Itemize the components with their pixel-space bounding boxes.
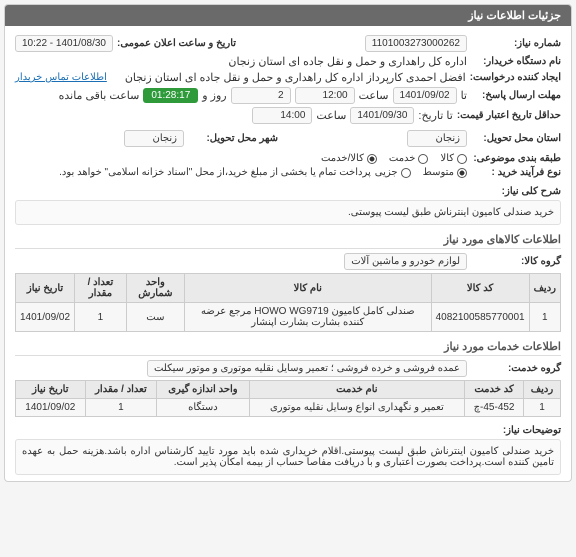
radio-goods[interactable]: [457, 154, 467, 164]
th-qty: تعداد / مقدار: [75, 274, 127, 303]
delivery-city: زنجان: [124, 130, 184, 147]
niaz-no: 1101003273000262: [365, 35, 467, 52]
send-deadline-label: مهلت ارسال پاسخ:: [471, 90, 561, 101]
announce-date: 1401/08/30 - 10:22: [15, 35, 113, 52]
service-table: ردیف کد خدمت نام خدمت واحد اندازه گیری ت…: [15, 380, 561, 417]
subject-cat-label: طبقه بندی موضوعی:: [471, 153, 561, 164]
buyer-org-label: نام دستگاه خریدار:: [471, 56, 561, 67]
radio-small[interactable]: [401, 168, 411, 178]
delivery-city-label: شهر محل تحویل:: [188, 133, 278, 144]
table-row: 1 4082100585770001 صندلی کامل کامیون HOW…: [16, 303, 561, 332]
send-deadline-time: 12:00: [295, 87, 355, 104]
creator-label: ایجاد کننده درخواست:: [470, 72, 561, 83]
buyer-org: اداره کل راهداری و حمل و نقل جاده ای است…: [228, 55, 467, 68]
th-code: کد کالا: [431, 274, 529, 303]
delivery-prov: زنجان: [407, 130, 467, 147]
th-row: ردیف: [529, 274, 560, 303]
days-left: 2: [231, 87, 291, 104]
sth-date: تاریخ نیاز: [16, 381, 86, 399]
card-body: شماره نیاز: 1101003273000262 تاریخ و ساع…: [5, 26, 571, 481]
sth-qty: تعداد / مقدار: [85, 381, 157, 399]
th-date: تاریخ نیاز: [16, 274, 75, 303]
goods-group-label: گروه کالا:: [471, 256, 561, 267]
announce-date-label: تاریخ و ساعت اعلان عمومی:: [117, 38, 236, 49]
radio-service[interactable]: [418, 154, 428, 164]
subject-cat-group: کالا خدمت کالا/خدمت: [321, 153, 467, 164]
table-row: 1 45-452-چ تعمیر و نگهداری انواع وسایل ن…: [16, 399, 561, 417]
service-group: عمده فروشی و خرده فروشی ؛ تعمیر وسایل نق…: [147, 360, 467, 377]
card-title: جزئیات اطلاعات نیاز: [5, 5, 571, 26]
days-left-label: روز و: [202, 89, 226, 102]
summary-text: خرید صندلی کامیون اینترناش طبق لیست پیوس…: [15, 200, 561, 225]
notes-text: خرید صندلی کامیون اینترناش طبق لیست پیوس…: [15, 439, 561, 475]
valid-from-label: حداقل تاریخ اعتبار قیمت:: [457, 110, 561, 121]
valid-from-date: 1401/09/30: [350, 107, 414, 124]
valid-from-time: 14:00: [252, 107, 312, 124]
remain-time: 01:28:17: [143, 88, 198, 103]
valid-time-label: ساعت: [316, 109, 346, 122]
summary-label: شرح کلی نیاز:: [471, 186, 561, 197]
time-label: ساعت: [359, 89, 389, 102]
valid-till-text: تا تاریخ:: [418, 109, 452, 122]
goods-info-title: اطلاعات کالاهای مورد نیاز: [15, 233, 561, 249]
niaz-no-label: شماره نیاز:: [471, 38, 561, 49]
radio-goods-service[interactable]: [367, 154, 377, 164]
buy-type-label: نوع فرآیند خرید :: [471, 167, 561, 178]
sth-row: ردیف: [523, 381, 560, 399]
delivery-prov-label: استان محل تحویل:: [471, 133, 561, 144]
sth-name: نام خدمت: [249, 381, 464, 399]
details-card: جزئیات اطلاعات نیاز شماره نیاز: 11010032…: [4, 4, 572, 482]
send-deadline-date: 1401/09/02: [393, 87, 457, 104]
remain-label: ساعت باقی مانده: [59, 89, 140, 102]
th-unit: واحد شمارش: [126, 274, 184, 303]
till-text: تا: [461, 89, 467, 102]
th-name: نام کالا: [184, 274, 431, 303]
buy-note: پرداخت تمام یا بخشی از مبلغ خرید،از محل …: [59, 167, 371, 178]
sth-code: کد خدمت: [465, 381, 524, 399]
creator: افضل احمدی کارپرداز اداره کل راهداری و ح…: [125, 71, 466, 84]
goods-group: لوازم خودرو و ماشین آلات: [344, 253, 467, 270]
notes-label: توضیحات نیاز:: [471, 425, 561, 436]
goods-table: ردیف کد کالا نام کالا واحد شمارش تعداد /…: [15, 273, 561, 332]
sth-unit: واحد اندازه گیری: [157, 381, 249, 399]
radio-mid[interactable]: [457, 168, 467, 178]
buy-type-group: متوسط جزیی: [375, 167, 467, 178]
contact-link[interactable]: اطلاعات تماس خریدار: [15, 72, 107, 83]
service-group-label: گروه خدمت:: [471, 363, 561, 374]
services-info-title: اطلاعات خدمات مورد نیاز: [15, 340, 561, 356]
